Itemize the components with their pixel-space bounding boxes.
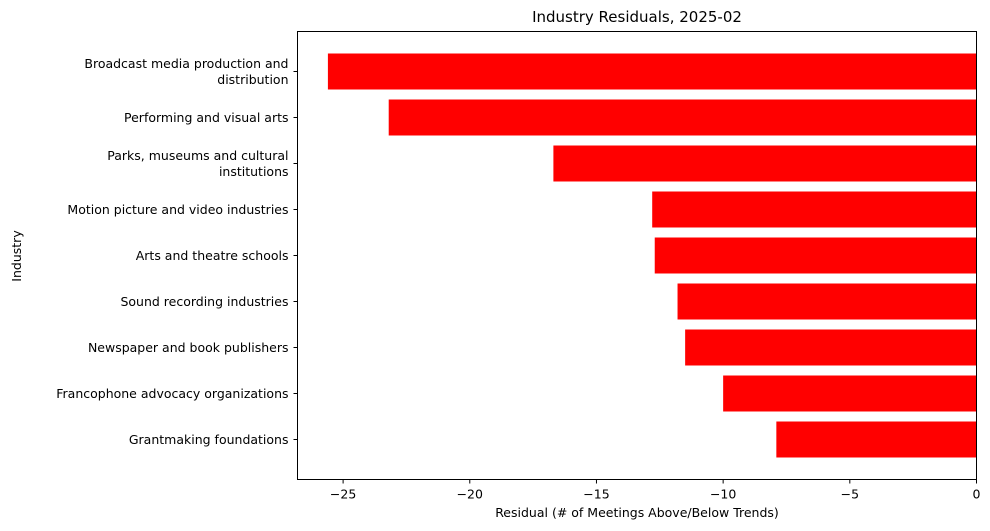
y-tick-label-line: Parks, museums and cultural (107, 148, 288, 163)
y-tick-label-line: Newspaper and book publishers (88, 340, 289, 355)
y-tick-label-line: Grantmaking foundations (129, 432, 289, 447)
x-tick-label: −15 (583, 487, 609, 502)
y-axis-ticks: Broadcast media production and distributi… (56, 56, 298, 447)
y-tick-label: Francophone advocacy organizations (56, 386, 288, 401)
y-tick-label: Motion picture and video industries (67, 202, 288, 217)
y-tick-label-line: Performing and visual arts (124, 110, 288, 125)
bar (776, 421, 977, 458)
bars-group (327, 53, 977, 458)
y-tick-label-line: Motion picture and video industries (67, 202, 288, 217)
bar (388, 99, 977, 136)
bar (654, 237, 977, 274)
y-tick-label: Performing and visual arts (124, 110, 288, 125)
y-axis-label: Industry (9, 230, 24, 282)
x-axis-ticks: −25 −20 −15 −10 −5 0 (330, 479, 981, 502)
x-axis-label: Residual (# of Meetings Above/Below Tren… (495, 505, 779, 520)
x-tick-label: −5 (841, 487, 859, 502)
y-tick-label: Arts and theatre schools (136, 248, 289, 263)
bar (677, 283, 977, 320)
y-tick-label-line: distribution (217, 72, 288, 87)
bar (327, 53, 977, 90)
y-tick-label: Grantmaking foundations (129, 432, 289, 447)
bar (723, 375, 977, 412)
y-tick-label-line: institutions (219, 164, 289, 179)
x-tick-label: −10 (710, 487, 736, 502)
y-tick-label: Sound recording industries (120, 294, 288, 309)
y-tick-label: Parks, museums and cultural institutions (107, 148, 288, 179)
y-tick-label-line: Broadcast media production and (84, 56, 288, 71)
bar (685, 329, 977, 366)
x-tick-label: −20 (457, 487, 483, 502)
chart-title: Industry Residuals, 2025-02 (532, 8, 742, 26)
y-tick-label-line: Arts and theatre schools (136, 248, 289, 263)
bar (652, 191, 977, 228)
bar (553, 145, 977, 182)
y-tick-label-line: Francophone advocacy organizations (56, 386, 288, 401)
x-tick-label: −25 (330, 487, 356, 502)
y-tick-label: Broadcast media production and distributi… (84, 56, 288, 87)
plot-frame (297, 31, 977, 480)
y-tick-label: Newspaper and book publishers (88, 340, 289, 355)
x-tick-label: 0 (973, 487, 981, 502)
y-tick-label-line: Sound recording industries (120, 294, 288, 309)
